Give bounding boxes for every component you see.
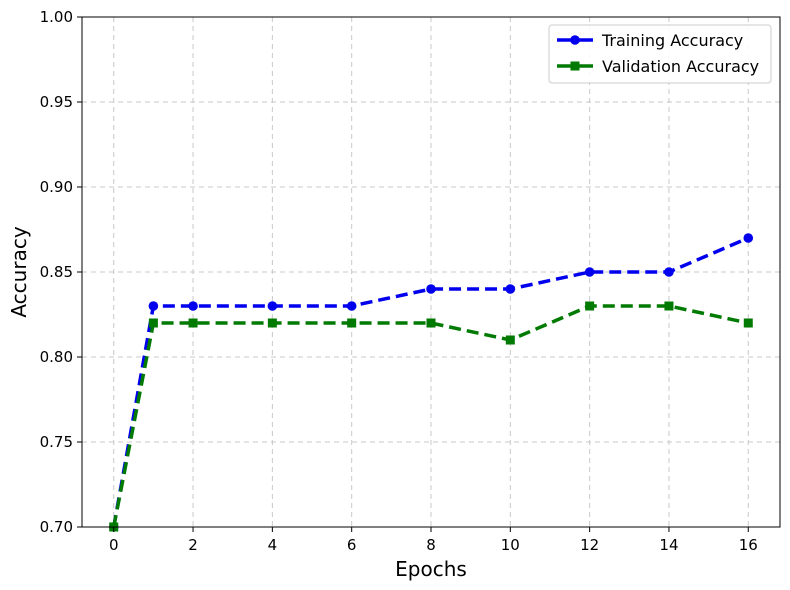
- x-tick-label: 6: [347, 536, 357, 554]
- x-tick-label: 12: [580, 536, 599, 554]
- x-tick-label: 8: [426, 536, 436, 554]
- x-axis-title: Epochs: [395, 557, 467, 581]
- x-tick-label: 4: [268, 536, 278, 554]
- legend-box: [548, 24, 772, 84]
- axis-ticks: 0 2 4 6 8 10 12 14 16 0.70 0.75 0.80 0.85 0.90 0.95 1.0…: [40, 8, 758, 554]
- data-point: [505, 284, 516, 294]
- data-point: [188, 318, 198, 328]
- legend-entry: Training Accuracy: [557, 31, 743, 50]
- data-point: [743, 318, 753, 328]
- y-tick-label: 0.90: [40, 178, 73, 196]
- data-point: [505, 335, 515, 345]
- x-tick-label: 14: [659, 536, 678, 554]
- series-line: [112, 236, 749, 528]
- x-tick-label: 0: [109, 536, 119, 554]
- y-tick-label: 0.80: [40, 348, 73, 366]
- y-tick-label: 0.75: [40, 433, 73, 451]
- data-point: [664, 267, 674, 277]
- legend-label: Training Accuracy: [601, 31, 743, 50]
- y-tick-label: 0.85: [40, 263, 73, 281]
- x-tick-label: 2: [188, 536, 198, 554]
- legend-label: Validation Accuracy: [602, 57, 759, 76]
- series-layer: [108, 233, 754, 532]
- y-tick-label: 0.70: [40, 518, 73, 536]
- legend-entry: Validation Accuracy: [557, 57, 759, 76]
- data-point: [585, 301, 595, 311]
- data-point: [584, 267, 595, 277]
- x-tick-label: 10: [501, 536, 520, 554]
- series-line: [112, 304, 749, 528]
- legend-marker: [570, 35, 580, 45]
- data-point: [267, 301, 278, 311]
- legend-marker: [570, 61, 580, 71]
- y-axis-title: Accuracy: [7, 226, 31, 317]
- data-point: [347, 318, 357, 328]
- data-point: [426, 284, 436, 294]
- data-point: [426, 318, 436, 328]
- data-point: [188, 301, 198, 311]
- data-point: [148, 318, 158, 328]
- grid: [82, 16, 780, 528]
- x-tick-label: 16: [739, 536, 758, 554]
- data-point: [743, 233, 754, 243]
- y-tick-label: 0.95: [40, 93, 73, 111]
- y-tick-label: 1.00: [40, 8, 73, 26]
- legend: Training Accuracy Validation Accuracy: [548, 24, 772, 84]
- data-point: [267, 318, 277, 328]
- data-point: [148, 301, 159, 311]
- data-point: [346, 301, 357, 311]
- data-point: [664, 301, 674, 311]
